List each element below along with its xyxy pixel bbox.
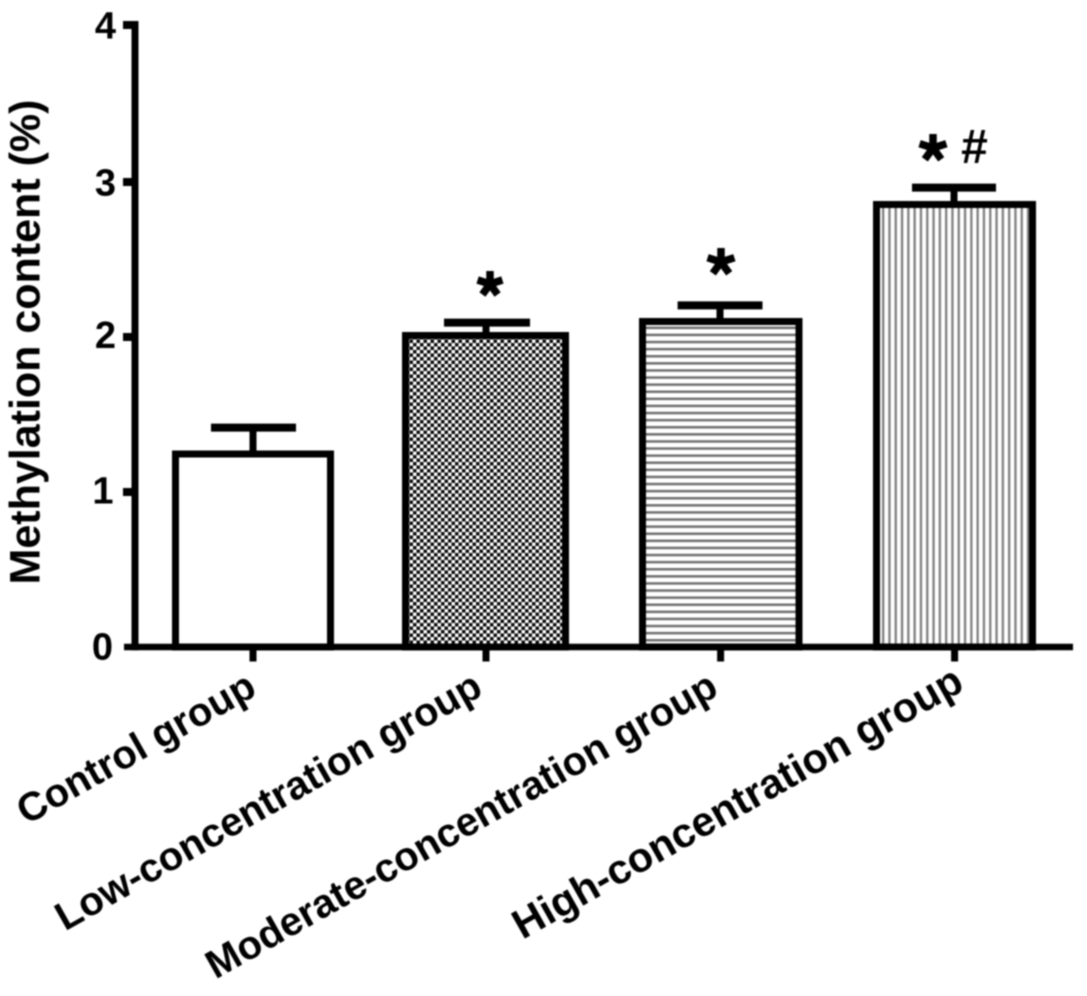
svg-text:Methylation content (%): Methylation content (%) <box>2 100 50 585</box>
svg-text:2: 2 <box>95 315 116 357</box>
svg-text:#: # <box>961 121 988 174</box>
svg-text:4: 4 <box>95 6 116 48</box>
svg-text:3: 3 <box>95 163 116 205</box>
svg-text:0: 0 <box>92 627 113 669</box>
svg-text:1: 1 <box>92 471 113 513</box>
